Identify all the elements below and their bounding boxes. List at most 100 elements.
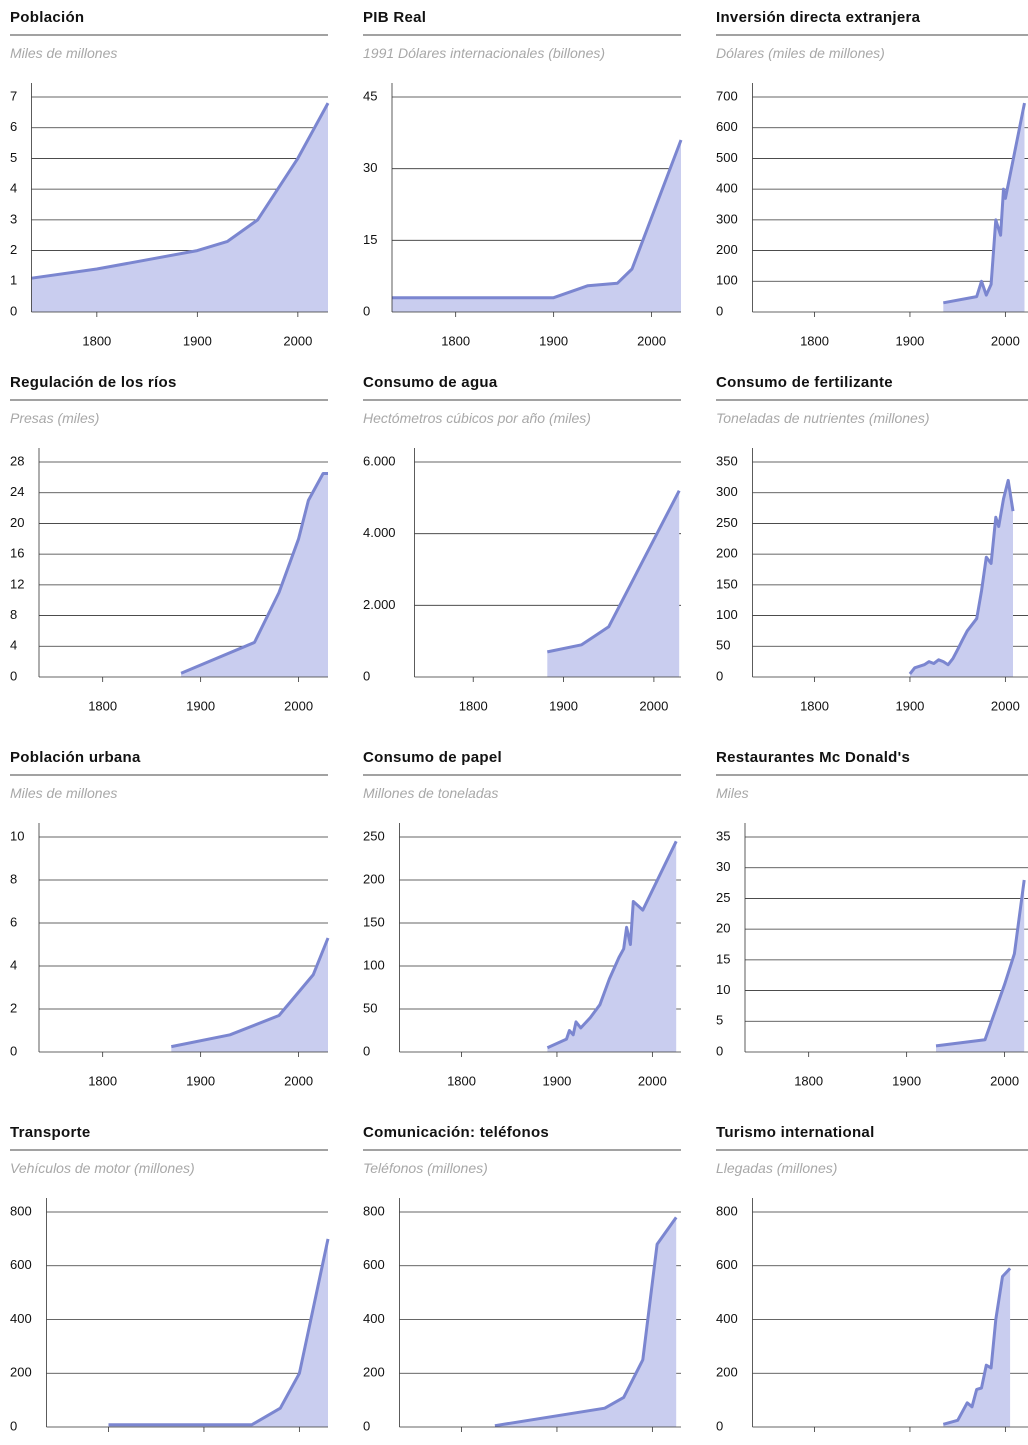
x-tick-label: 1900: [186, 698, 215, 713]
chart-title: Consumo de agua: [363, 374, 498, 391]
y-tick-label: 100: [716, 273, 738, 288]
y-tick-label: 0: [363, 303, 370, 318]
x-tick-label: 1800: [794, 1073, 823, 1088]
y-tick-label: 250: [716, 515, 738, 530]
area-fill: [494, 1217, 677, 1427]
area-line: [31, 102, 330, 280]
chart-subtitle: 1991 Dólares internacionales (billones): [363, 45, 605, 61]
y-tick-label: 15: [363, 232, 377, 247]
x-tick-label: 2000: [283, 333, 312, 348]
y-tick-label: 0: [10, 303, 17, 318]
y-tick-label: 4.000: [363, 525, 396, 540]
area-line: [935, 879, 1026, 1048]
y-tick-label: 200: [363, 1365, 385, 1380]
x-tick-label: 2000: [991, 333, 1020, 348]
x-tick-label: 1900: [892, 1073, 921, 1088]
area-fill: [547, 490, 680, 677]
y-tick-label: 0: [716, 668, 723, 683]
y-tick-label: 0: [10, 1418, 17, 1433]
y-tick-label: 400: [10, 1311, 32, 1326]
y-tick-label: 300: [716, 211, 738, 226]
y-tick-label: 500: [716, 150, 738, 165]
y-tick-label: 5: [10, 150, 17, 165]
chart-subtitle: Vehículos de motor (millones): [10, 1160, 195, 1176]
x-tick-label: 1900: [895, 698, 924, 713]
y-tick-label: 28: [10, 453, 24, 468]
x-tick-label: 1900: [895, 333, 924, 348]
y-tick-label: 35: [716, 828, 730, 843]
y-tick-label: 5: [716, 1013, 723, 1028]
area-fill: [936, 880, 1025, 1052]
x-tick-label: 2000: [284, 698, 313, 713]
chart-title: Comunicación: teléfonos: [363, 1124, 549, 1141]
y-tick-label: 15: [716, 951, 730, 966]
y-tick-label: 50: [716, 638, 730, 653]
y-tick-label: 24: [10, 484, 24, 499]
y-tick-label: 800: [10, 1203, 32, 1218]
y-tick-label: 8: [10, 607, 17, 622]
y-tick-label: 10: [10, 828, 24, 843]
area-line: [546, 840, 678, 1050]
y-tick-label: 0: [10, 1043, 17, 1058]
y-tick-label: 0: [10, 668, 17, 683]
x-tick-label: 1800: [82, 333, 111, 348]
y-tick-label: 2: [10, 1000, 17, 1015]
chart-subtitle: Llegadas (millones): [716, 1160, 837, 1176]
x-tick-label: 1800: [88, 698, 117, 713]
area-fill: [108, 1238, 328, 1427]
chart-title: Regulación de los ríos: [10, 374, 177, 391]
chart-subtitle: Miles de millones: [10, 45, 117, 61]
y-tick-label: 200: [10, 1365, 32, 1380]
y-tick-label: 6: [10, 914, 17, 929]
area-fill: [943, 1268, 1011, 1427]
y-tick-label: 2: [10, 242, 17, 257]
chart-title: Consumo de papel: [363, 749, 502, 766]
y-tick-label: 600: [10, 1257, 32, 1272]
y-tick-label: 800: [716, 1203, 738, 1218]
x-tick-label: 2000: [284, 1073, 313, 1088]
x-tick-label: 1800: [800, 698, 829, 713]
y-tick-label: 200: [716, 546, 738, 561]
y-tick-label: 200: [716, 242, 738, 257]
chart-subtitle: Dólares (miles de millones): [716, 45, 885, 61]
area-line: [943, 102, 1026, 305]
x-tick-label: 1900: [549, 698, 578, 713]
chart-title: Turismo international: [716, 1124, 875, 1141]
x-tick-label: 1900: [539, 333, 568, 348]
y-tick-label: 0: [363, 668, 370, 683]
area-fill: [547, 841, 677, 1052]
y-tick-label: 30: [363, 160, 377, 175]
x-tick-label: 1800: [441, 333, 470, 348]
x-tick-label: 1900: [186, 1073, 215, 1088]
chart-title: Consumo de fertilizante: [716, 374, 893, 391]
x-tick-label: 1800: [88, 1073, 117, 1088]
y-tick-label: 2.000: [363, 597, 396, 612]
x-tick-label: 1800: [447, 1073, 476, 1088]
y-tick-label: 4: [10, 957, 17, 972]
y-tick-label: 10: [716, 982, 730, 997]
y-tick-label: 350: [716, 453, 738, 468]
y-tick-label: 0: [363, 1043, 370, 1058]
x-tick-label: 1900: [183, 333, 212, 348]
area-line: [908, 478, 1015, 675]
x-tick-label: 1800: [459, 698, 488, 713]
y-tick-label: 400: [716, 1311, 738, 1326]
area-fill: [31, 103, 328, 312]
area-line: [942, 1267, 1012, 1426]
y-tick-label: 0: [716, 1043, 723, 1058]
y-tick-label: 100: [363, 957, 385, 972]
area-fill: [392, 140, 681, 312]
area-line: [494, 1216, 678, 1428]
area-fill: [909, 480, 1013, 677]
chart-title: Transporte: [10, 1124, 91, 1141]
chart-title: PIB Real: [363, 9, 426, 26]
y-tick-label: 45: [363, 88, 377, 103]
y-tick-label: 200: [716, 1365, 738, 1380]
y-tick-label: 400: [716, 181, 738, 196]
y-tick-label: 0: [716, 1418, 723, 1433]
area-line: [546, 490, 681, 654]
x-tick-label: 2000: [638, 1073, 667, 1088]
y-tick-label: 100: [716, 607, 738, 622]
